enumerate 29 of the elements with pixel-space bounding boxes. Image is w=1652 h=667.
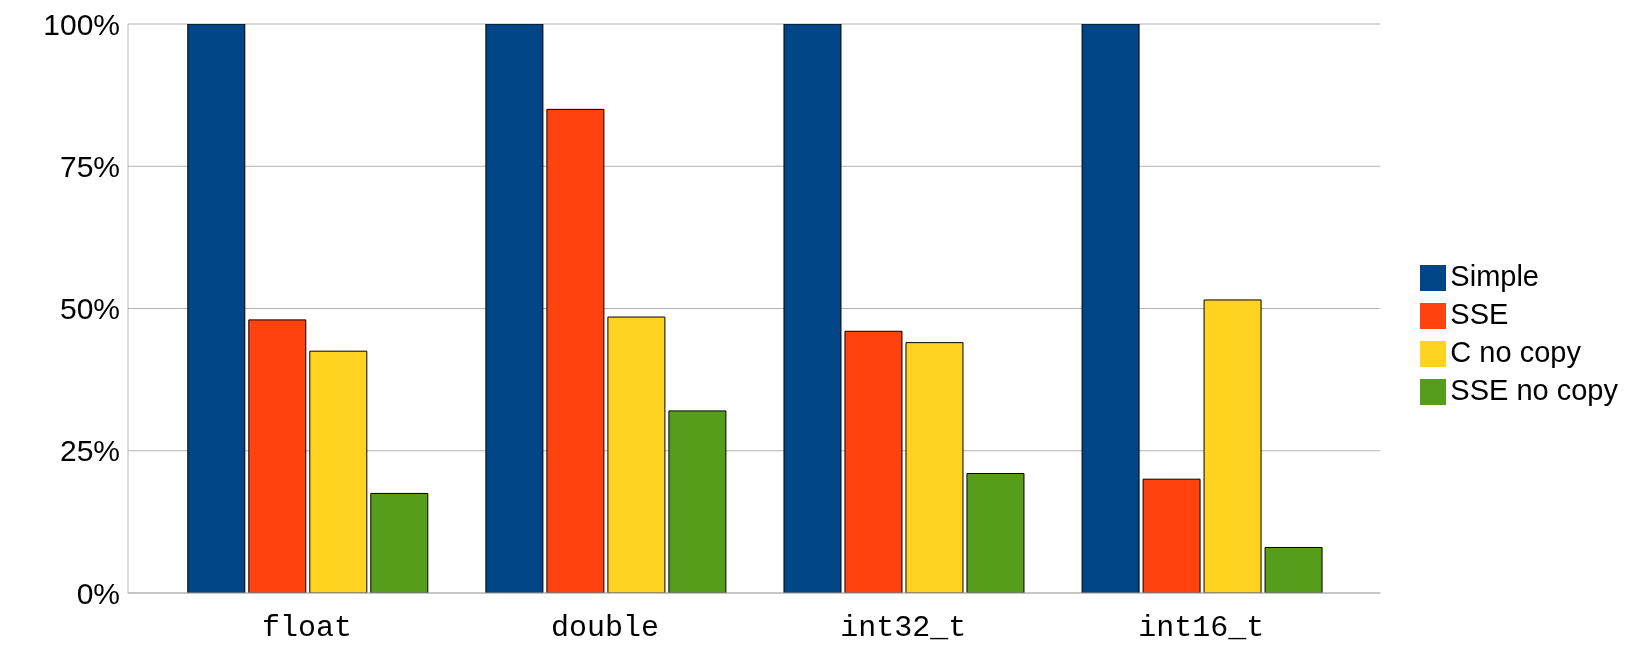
legend-label: SSE — [1450, 298, 1509, 330]
bar — [187, 24, 246, 593]
legend-label: Simple — [1450, 260, 1539, 292]
bar — [966, 473, 1025, 593]
bar — [844, 330, 903, 593]
bar — [783, 24, 842, 593]
x-tick-label: int16_t — [1138, 611, 1265, 646]
bar — [248, 319, 307, 593]
legend-label: C no copy — [1450, 336, 1581, 368]
bar — [370, 492, 429, 593]
bar — [1264, 546, 1323, 593]
bar — [1203, 299, 1262, 593]
bar — [607, 316, 666, 593]
y-tick-label: 50% — [59, 292, 120, 326]
bar — [309, 350, 368, 593]
bar — [1081, 24, 1140, 593]
x-tick-label: float — [262, 611, 353, 646]
x-tick-label: double — [551, 611, 660, 646]
y-tick-label: 75% — [59, 149, 120, 183]
x-tick-label: int32_t — [840, 611, 967, 646]
y-tick-label: 100% — [43, 7, 120, 41]
bar — [546, 108, 605, 593]
bar — [1142, 478, 1201, 593]
y-tick-label: 0% — [76, 576, 120, 610]
bar — [905, 342, 964, 593]
bar — [485, 24, 544, 593]
y-tick-label: 25% — [59, 434, 120, 468]
bar — [668, 410, 727, 593]
legend-label: SSE no copy — [1450, 374, 1618, 406]
